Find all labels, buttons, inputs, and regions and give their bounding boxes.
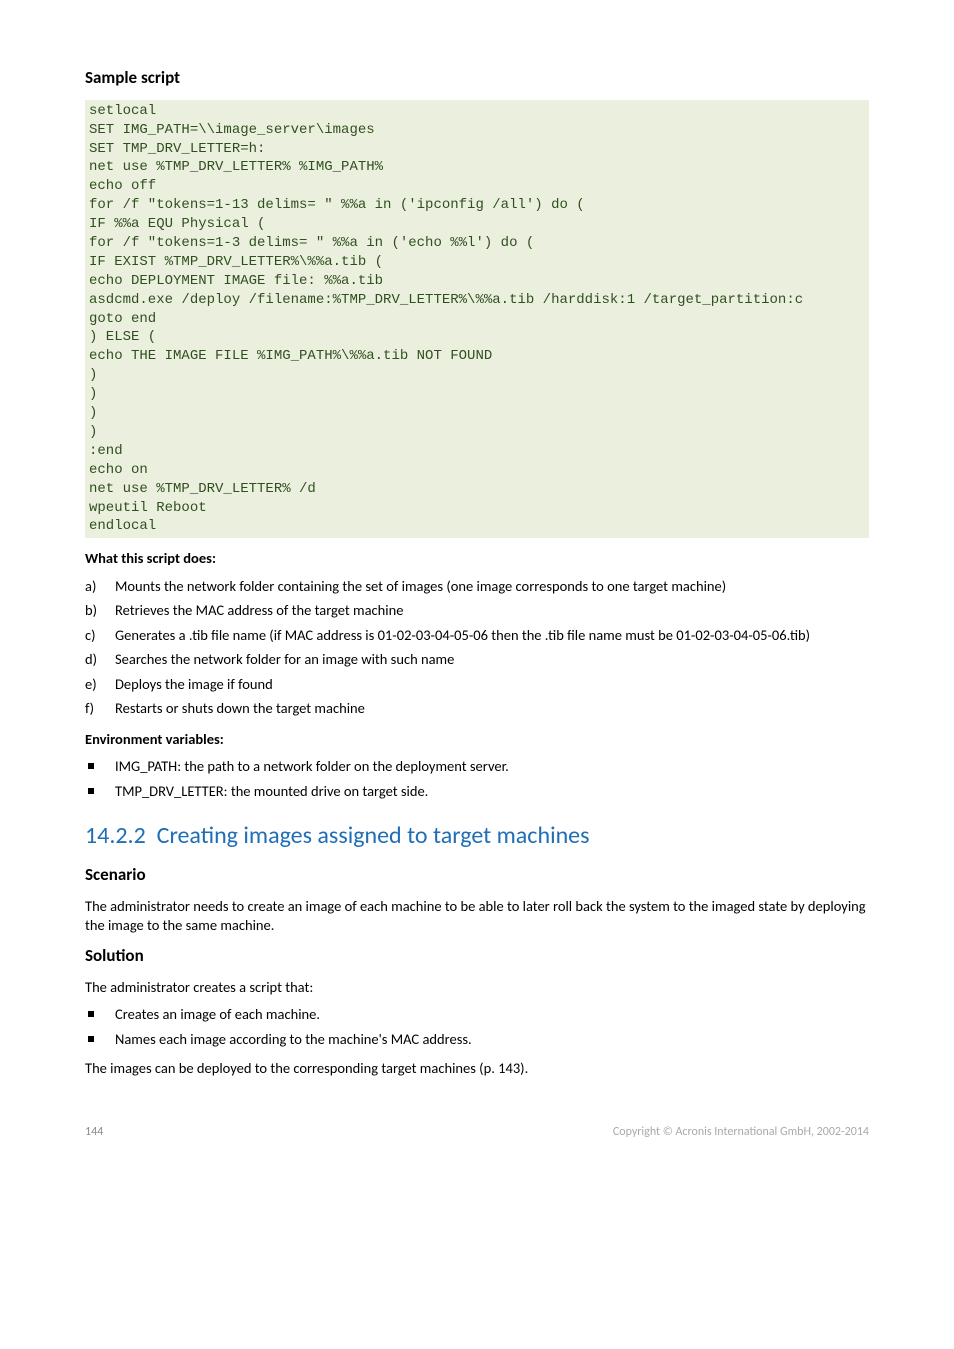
list-marker: b) xyxy=(85,601,115,621)
list-text: Deploys the image if found xyxy=(115,675,273,693)
section-name: Creating images assigned to target machi… xyxy=(157,821,590,850)
list-marker: a) xyxy=(85,577,115,597)
list-marker: e) xyxy=(85,675,115,695)
list-item: TMP_DRV_LETTER: the mounted drive on tar… xyxy=(85,782,869,802)
list-item: Creates an image of each machine. xyxy=(85,1005,869,1025)
scenario-heading: Scenario xyxy=(85,863,869,887)
list-marker: c) xyxy=(85,626,115,646)
page-number: 144 xyxy=(85,1124,103,1141)
list-text: Generates a .tib file name (if MAC addre… xyxy=(115,626,810,644)
footer: 144 Copyright © Acronis International Gm… xyxy=(85,1124,869,1141)
list-item: IMG_PATH: the path to a network folder o… xyxy=(85,757,869,777)
sample-script-heading: Sample script xyxy=(85,66,869,90)
list-text: Searches the network folder for an image… xyxy=(115,650,454,668)
list-item: a)Mounts the network folder containing t… xyxy=(85,577,869,597)
list-item: f)Restarts or shuts down the target mach… xyxy=(85,699,869,719)
what-does-list: a)Mounts the network folder containing t… xyxy=(85,577,869,719)
list-text: Mounts the network folder containing the… xyxy=(115,577,726,595)
list-text: Restarts or shuts down the target machin… xyxy=(115,699,365,717)
solution-heading: Solution xyxy=(85,944,869,968)
env-vars-list: IMG_PATH: the path to a network folder o… xyxy=(85,757,869,801)
copyright-text: Copyright © Acronis International GmbH, … xyxy=(613,1124,869,1141)
section-title: 14.2.2 Creating images assigned to targe… xyxy=(85,819,869,853)
what-does-heading: What this script does: xyxy=(85,548,869,568)
list-text: Retrieves the MAC address of the target … xyxy=(115,601,403,619)
scenario-text: The administrator needs to create an ima… xyxy=(85,897,869,936)
section-number: 14.2.2 xyxy=(85,821,146,850)
env-vars-heading: Environment variables: xyxy=(85,729,869,749)
solution-outro: The images can be deployed to the corres… xyxy=(85,1059,869,1079)
list-marker: f) xyxy=(85,699,115,719)
list-item: b)Retrieves the MAC address of the targe… xyxy=(85,601,869,621)
list-marker: d) xyxy=(85,650,115,670)
solution-list: Creates an image of each machine. Names … xyxy=(85,1005,869,1049)
code-block: setlocal SET IMG_PATH=\\image_server\ima… xyxy=(85,100,869,538)
solution-intro: The administrator creates a script that: xyxy=(85,978,869,998)
list-item: Names each image according to the machin… xyxy=(85,1030,869,1050)
list-item: e)Deploys the image if found xyxy=(85,675,869,695)
list-item: c)Generates a .tib file name (if MAC add… xyxy=(85,626,869,646)
list-item: d)Searches the network folder for an ima… xyxy=(85,650,869,670)
